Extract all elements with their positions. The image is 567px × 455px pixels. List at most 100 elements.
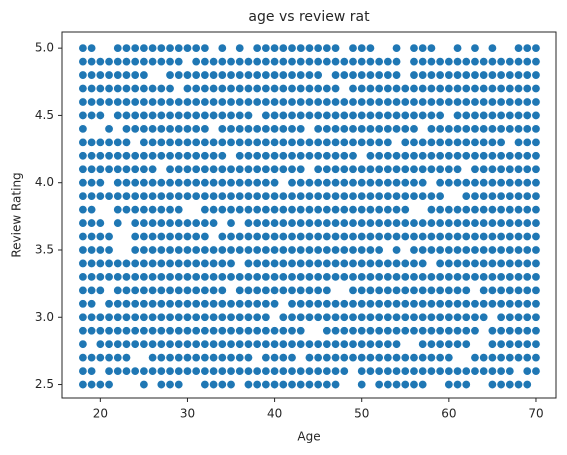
point (313, 299, 323, 309)
point (174, 164, 184, 174)
point (348, 57, 358, 67)
point (514, 339, 524, 349)
point (304, 339, 314, 349)
point (165, 232, 175, 242)
point (365, 57, 375, 67)
point (296, 205, 306, 215)
point (252, 178, 262, 188)
point (313, 232, 323, 242)
point (400, 326, 410, 336)
point (531, 245, 541, 255)
point (226, 218, 236, 228)
point (209, 110, 219, 120)
point (374, 57, 384, 67)
point (331, 43, 341, 53)
point (331, 218, 341, 228)
point (348, 312, 358, 322)
point (287, 97, 297, 107)
point (87, 312, 97, 322)
point (296, 151, 306, 161)
point (235, 312, 245, 322)
point (496, 299, 506, 309)
point (87, 285, 97, 295)
point (304, 84, 314, 94)
point (418, 326, 428, 336)
point (400, 366, 410, 376)
point (461, 205, 471, 215)
point (392, 124, 402, 134)
point (287, 164, 297, 174)
point (339, 151, 349, 161)
point (113, 43, 123, 53)
point (357, 285, 367, 295)
point (505, 164, 515, 174)
point (400, 191, 410, 201)
point (87, 97, 97, 107)
point (409, 218, 419, 228)
point (322, 380, 332, 390)
point (209, 299, 219, 309)
y-tick-label: 4.5 (35, 108, 54, 122)
point (348, 218, 358, 228)
point (104, 164, 114, 174)
point (200, 110, 210, 120)
point (392, 178, 402, 188)
point (461, 84, 471, 94)
point (392, 191, 402, 201)
point (156, 272, 166, 282)
point (479, 218, 489, 228)
point (78, 110, 88, 120)
point (365, 137, 375, 147)
point (453, 43, 463, 53)
point (182, 151, 192, 161)
point (243, 245, 253, 255)
point (505, 205, 515, 215)
point (426, 366, 436, 376)
point (243, 218, 253, 228)
point (217, 178, 227, 188)
point (182, 191, 192, 201)
point (374, 164, 384, 174)
point (182, 232, 192, 242)
point (191, 57, 201, 67)
point (461, 326, 471, 336)
point (409, 272, 419, 282)
point (479, 272, 489, 282)
point (87, 232, 97, 242)
point (191, 110, 201, 120)
point (374, 218, 384, 228)
point (435, 299, 445, 309)
point (470, 110, 480, 120)
point (479, 70, 489, 80)
point (313, 84, 323, 94)
point (139, 218, 149, 228)
point (78, 339, 88, 349)
point (235, 245, 245, 255)
point (470, 218, 480, 228)
point (470, 326, 480, 336)
point (514, 110, 524, 120)
point (444, 232, 454, 242)
point (374, 205, 384, 215)
point (270, 245, 280, 255)
point (522, 299, 532, 309)
point (479, 57, 489, 67)
point (287, 339, 297, 349)
point (209, 178, 219, 188)
point (383, 366, 393, 376)
point (505, 70, 515, 80)
point (165, 205, 175, 215)
point (496, 312, 506, 322)
point (444, 218, 454, 228)
point (165, 218, 175, 228)
point (304, 205, 314, 215)
point (95, 326, 105, 336)
point (339, 366, 349, 376)
point (313, 137, 323, 147)
point (531, 312, 541, 322)
point (235, 43, 245, 53)
point (418, 380, 428, 390)
point (348, 232, 358, 242)
point (374, 312, 384, 322)
point (331, 191, 341, 201)
